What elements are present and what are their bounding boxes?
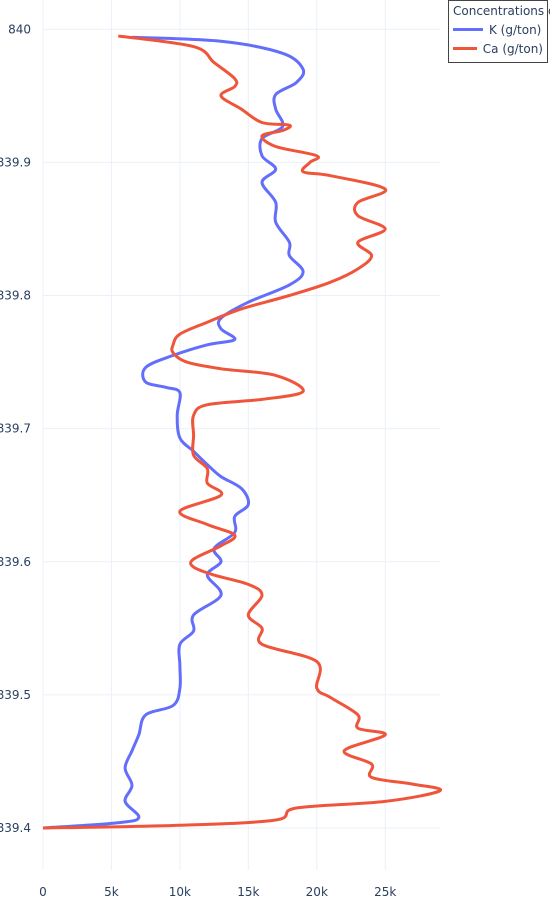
legend-title: Concentrations of [453, 4, 550, 18]
series-lines [42, 34, 443, 830]
legend: Concentrations of K (g/ton) Ca (g/ton) [448, 0, 550, 63]
y-tick-labels: 839.4 839.5 839.6 839.7 839.8 839.9 840 [0, 22, 31, 835]
x-tick-label: 25k [374, 885, 396, 899]
x-tick-label: 0 [39, 885, 47, 899]
x-tick-label: 15k [237, 885, 259, 899]
y-tick-label: 839.9 [0, 155, 31, 169]
legend-swatch-ca [453, 47, 477, 50]
legend-swatch-k [453, 28, 483, 31]
series-line-k [42, 35, 306, 830]
y-tick-label: 840 [8, 22, 31, 36]
x-tick-label: 5k [104, 885, 119, 899]
y-tick-label: 839.5 [0, 688, 31, 702]
x-tick-label: 20k [306, 885, 328, 899]
legend-item-k[interactable]: K (g/ton) [453, 20, 543, 39]
x-tick-labels: 0 5k 10k 15k 20k 25k [39, 885, 396, 899]
legend-item-ca[interactable]: Ca (g/ton) [453, 39, 543, 58]
series-line-ca [42, 34, 443, 830]
y-tick-label: 839.7 [0, 422, 31, 436]
y-tick-label: 839.6 [0, 555, 31, 569]
x-tick-label: 10k [169, 885, 191, 899]
legend-label-k: K (g/ton) [489, 22, 542, 37]
grid-lines [42, 0, 440, 870]
legend-label-ca: Ca (g/ton) [482, 41, 543, 56]
y-tick-label: 839.8 [0, 289, 31, 303]
y-tick-label: 839.4 [0, 821, 31, 835]
